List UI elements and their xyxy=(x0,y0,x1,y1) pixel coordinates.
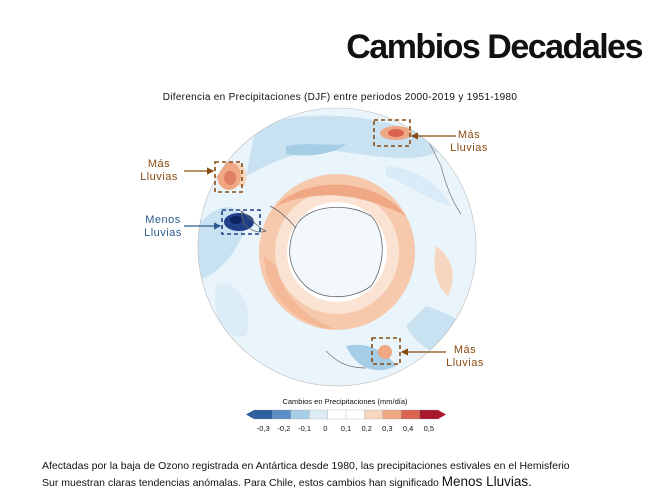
caption: Afectadas por la baja de Ozono registrad… xyxy=(42,459,652,491)
colorbar-tick-label: -0,3 xyxy=(256,424,270,433)
annotation-menos-lluvias-chile: Menos Lluvias xyxy=(144,214,182,239)
colorbar-tick-label: 0,5 xyxy=(423,424,435,433)
colorbar-tick-label: 0,1 xyxy=(340,424,352,433)
colorbar-extend-high xyxy=(438,410,446,419)
colorbar-bin xyxy=(309,409,329,420)
colorbar-tick-label: 0,2 xyxy=(361,424,372,433)
annotation-mas-lluvias-south: Más Lluvias xyxy=(446,344,484,369)
colorbar-tick-label: 0,4 xyxy=(402,424,414,433)
colorbar-bin xyxy=(364,409,384,420)
colorbar-bin xyxy=(345,409,365,420)
colorbar-bin xyxy=(327,409,347,420)
colorbar-bin xyxy=(272,409,292,420)
colorbar-bin xyxy=(401,409,421,420)
colorbar-bin xyxy=(382,409,402,420)
colorbar-tick-label: 0,3 xyxy=(382,424,393,433)
slide-title: Cambios Decadales xyxy=(346,28,643,66)
colorbar xyxy=(246,409,446,420)
colorbar-title: Cambios en Precipitaciones (mm/día) xyxy=(282,397,408,406)
caption-line-2: Sur muestran claras tendencias anómalas.… xyxy=(42,477,442,489)
colorbar-bin xyxy=(253,409,273,420)
southern-hemisphere-map xyxy=(197,107,477,387)
colorbar-tick-labels: -0,3 -0,2 -0,1 0 0,1 0,2 0,3 0,4 0,5 xyxy=(246,424,446,436)
map-subtitle: Diferencia en Precipitaciones (DJF) entr… xyxy=(162,92,518,103)
annotation-mas-lluvias-north: Más Lluvias xyxy=(450,129,488,154)
colorbar-bin xyxy=(419,409,439,420)
annotation-mas-lluvias-west: Más Lluvias xyxy=(140,158,178,183)
caption-emphasis: Menos Lluvias. xyxy=(441,474,532,489)
colorbar-tick-label: 0 xyxy=(323,424,328,433)
colorbar-tick-label: -0,1 xyxy=(298,424,312,433)
colorbar-bin xyxy=(290,409,310,420)
caption-line-1: Afectadas por la baja de Ozono registrad… xyxy=(42,460,570,472)
colorbar-extend-low xyxy=(246,410,254,419)
colorbar-tick-label: -0,2 xyxy=(277,424,291,433)
